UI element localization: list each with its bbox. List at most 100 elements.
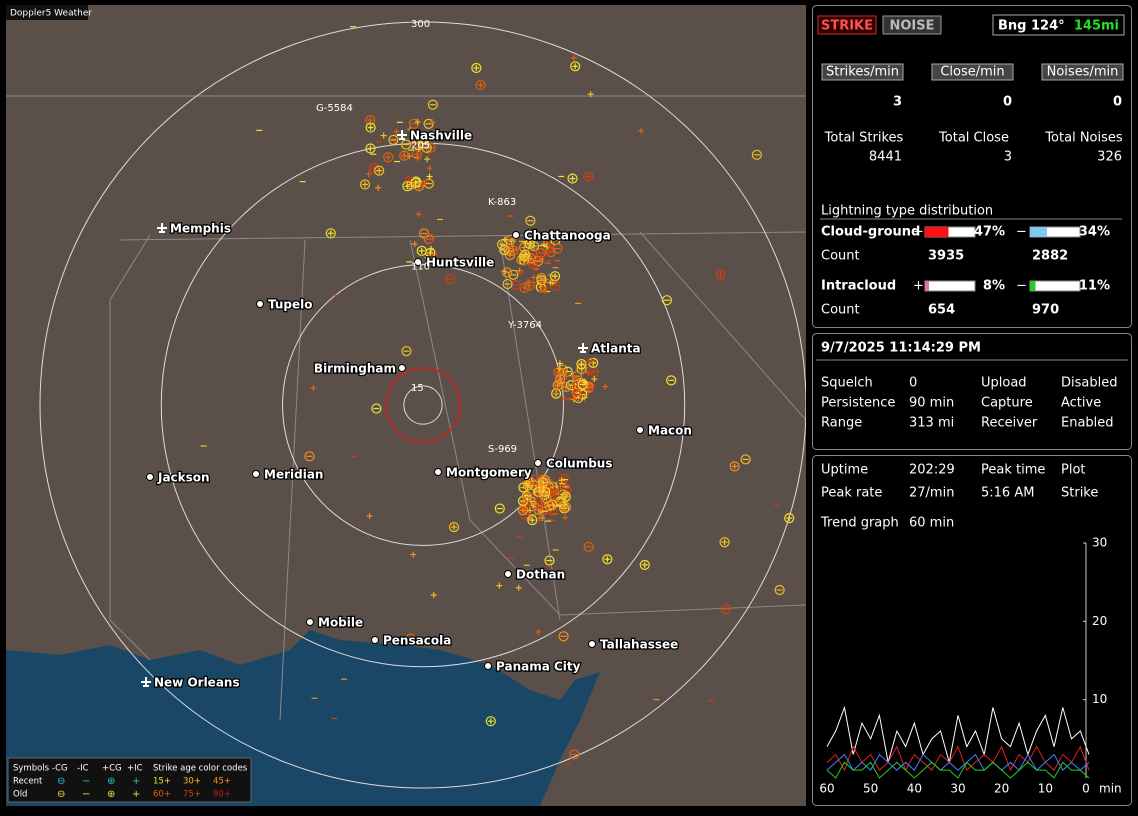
pct-bar bbox=[925, 281, 929, 291]
city-label: Jackson bbox=[157, 471, 210, 485]
strike-symbol bbox=[429, 130, 440, 141]
station-label: Y-3764 bbox=[507, 320, 542, 331]
total-header: Total Strikes bbox=[824, 131, 904, 146]
noise-button[interactable] bbox=[882, 15, 942, 35]
strike-ring bbox=[740, 454, 751, 465]
borders bbox=[6, 95, 806, 721]
strike-ring bbox=[365, 122, 376, 133]
trend-line bbox=[826, 753, 1090, 771]
strike-ring bbox=[539, 474, 551, 486]
strike-symbol bbox=[666, 375, 677, 386]
strike-symbol bbox=[515, 584, 522, 591]
status-cell: Receiver bbox=[981, 416, 1038, 431]
noise-button-label[interactable]: NOISE bbox=[889, 19, 934, 34]
strike-symbol bbox=[405, 633, 416, 644]
strike-symbol bbox=[751, 149, 762, 160]
strike-ring bbox=[583, 541, 594, 553]
title-bg bbox=[6, 5, 88, 20]
legend-symbol: + bbox=[132, 789, 140, 800]
strike-symbol bbox=[365, 122, 376, 133]
minus-sign: − bbox=[1016, 225, 1027, 240]
strike-symbol bbox=[556, 365, 563, 372]
strike-symbol bbox=[426, 165, 433, 172]
city-label: Birmingham bbox=[314, 362, 396, 376]
bearing-box bbox=[992, 14, 1125, 36]
strike-ring bbox=[555, 374, 566, 385]
strike-ring bbox=[571, 371, 582, 382]
pct-label: 8% bbox=[983, 279, 1005, 294]
airport-icon bbox=[157, 223, 167, 233]
y-tick-label: 10 bbox=[1092, 692, 1107, 706]
legend-symbols: Symbols bbox=[13, 764, 50, 774]
strike-symbol bbox=[528, 240, 540, 252]
pct-box bbox=[924, 280, 976, 292]
strike-symbol bbox=[584, 381, 595, 392]
strike-button-label[interactable]: STRIKE bbox=[821, 19, 873, 34]
strike-symbol bbox=[602, 554, 613, 565]
strike-symbol bbox=[310, 385, 317, 392]
strike-symbol bbox=[416, 245, 427, 256]
strike-symbol bbox=[581, 394, 588, 401]
count-value: 654 bbox=[928, 303, 955, 318]
stats-cell: 27/min bbox=[909, 486, 954, 501]
strike-symbol bbox=[542, 287, 549, 294]
strike-symbol bbox=[560, 502, 572, 513]
strike-ring bbox=[448, 522, 460, 533]
status-cell: Active bbox=[1061, 396, 1101, 411]
rate-header: Strikes/min bbox=[826, 65, 899, 80]
strike-symbol bbox=[541, 493, 552, 504]
strike-symbol bbox=[304, 451, 315, 462]
city-dot bbox=[252, 470, 260, 478]
stats-cell: Uptime bbox=[821, 463, 868, 478]
strike-ring bbox=[411, 138, 422, 149]
strike-symbol bbox=[406, 153, 413, 160]
strike-ring bbox=[666, 375, 677, 386]
strike-symbol bbox=[526, 514, 533, 521]
strike-symbol bbox=[570, 55, 577, 62]
strike-symbol bbox=[494, 503, 505, 514]
strike-ring bbox=[400, 139, 412, 150]
total-header: Total Close bbox=[938, 131, 1009, 146]
trend-line bbox=[826, 705, 1090, 763]
strike-ring bbox=[421, 142, 432, 153]
strike-ring bbox=[584, 381, 595, 392]
strike-button[interactable] bbox=[817, 15, 877, 35]
strike-symbol bbox=[589, 357, 596, 364]
strike-symbol bbox=[536, 484, 547, 495]
city-dot bbox=[371, 636, 379, 644]
city-label: Pensacola bbox=[383, 634, 451, 648]
strike-ring bbox=[485, 716, 496, 727]
city-label: Macon bbox=[648, 424, 692, 438]
y-tick-label: 20 bbox=[1092, 614, 1107, 628]
strike-symbol bbox=[552, 243, 563, 254]
strike-ring bbox=[445, 273, 456, 285]
rate-value: 0 bbox=[1003, 95, 1012, 110]
strike-symbol bbox=[423, 118, 434, 129]
strike-symbol bbox=[429, 118, 436, 125]
strike-ring bbox=[504, 249, 516, 261]
strike-ring bbox=[402, 181, 413, 192]
strike-symbol bbox=[549, 489, 556, 496]
strike-ring bbox=[576, 358, 587, 370]
stats-cell: Plot bbox=[1061, 463, 1086, 478]
count-value: 970 bbox=[1032, 303, 1059, 318]
rate-header-box bbox=[1041, 63, 1124, 81]
x-tick-label: 50 bbox=[863, 782, 878, 796]
strike-ring bbox=[583, 171, 594, 182]
legend-symbol: ⊕ bbox=[107, 776, 115, 787]
strike-ring bbox=[413, 181, 425, 192]
strike-ring bbox=[502, 278, 513, 290]
strike-ring bbox=[538, 477, 549, 488]
strike-ring bbox=[528, 240, 540, 252]
strike-symbol bbox=[583, 541, 594, 553]
strike-symbol bbox=[560, 381, 572, 393]
status-cell: Persistence bbox=[821, 396, 895, 411]
strike-symbol bbox=[537, 282, 548, 293]
city-dot bbox=[306, 618, 314, 626]
strike-ring bbox=[374, 165, 385, 176]
strike-ring bbox=[544, 555, 555, 566]
strike-ring bbox=[567, 173, 578, 184]
ring-label: 110 bbox=[411, 262, 430, 273]
strike-symbol bbox=[638, 127, 645, 134]
